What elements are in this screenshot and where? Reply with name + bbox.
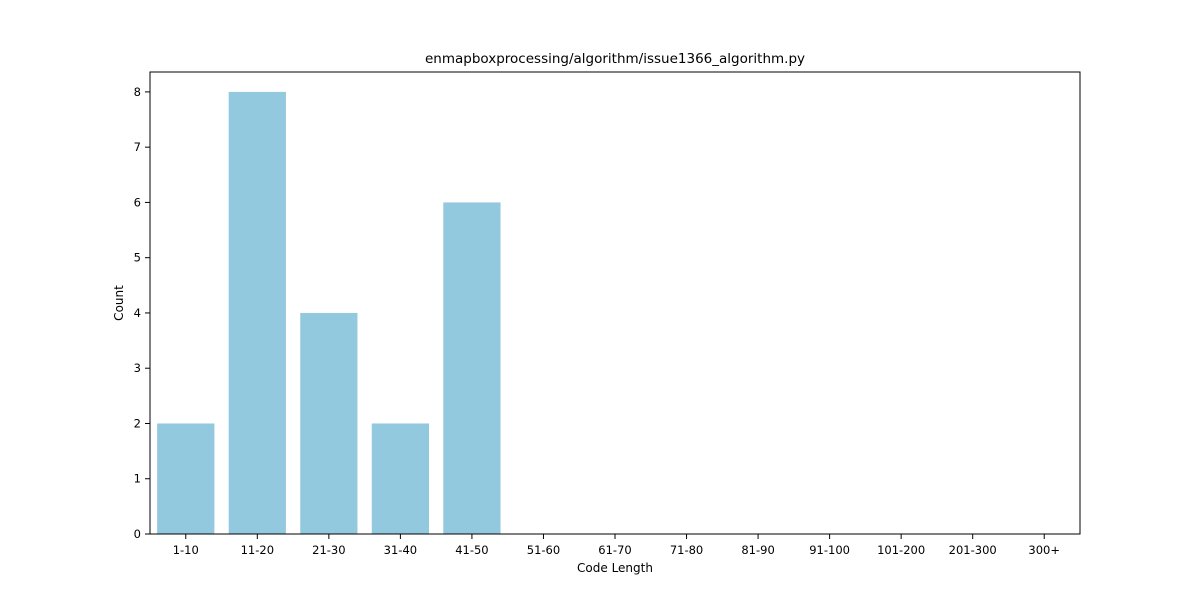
y-tick-label: 7 [134,140,141,154]
y-tick-label: 8 [134,85,141,99]
x-tick-label: 201-300 [949,543,997,557]
x-tick-label: 31-40 [384,543,417,557]
chart-title: enmapboxprocessing/algorithm/issue1366_a… [425,51,805,67]
y-tick-label: 1 [134,472,141,486]
x-tick-label: 101-200 [877,543,925,557]
y-axis-label: Count [112,285,126,321]
x-tick-label: 61-70 [598,543,631,557]
y-tick-label: 3 [134,361,141,375]
x-tick-label: 11-20 [241,543,274,557]
x-tick-label: 71-80 [670,543,703,557]
y-tick-label: 4 [134,306,141,320]
bar-1-10 [157,423,215,534]
bar-11-20 [228,91,286,534]
plot-frame [149,71,1081,535]
x-tick-label: 1-10 [173,543,199,557]
x-tick-label: 51-60 [527,543,560,557]
bar-31-40 [371,423,429,534]
x-tick-label: 41-50 [455,543,488,557]
x-axis: 1-10 11-20 21-30 31-40 41-50 51-60 61-70 71-80 8… [173,534,1060,557]
y-tick-label: 0 [134,527,141,541]
x-axis-label: Code Length [577,561,653,575]
x-tick-label: 81-90 [741,543,774,557]
x-tick-label: 300+ [1028,543,1060,557]
y-tick-label: 5 [134,251,141,265]
y-axis: 0 1 2 3 4 5 6 7 8 [134,85,150,541]
bar-41-50 [443,202,501,535]
bar-21-30 [300,312,358,534]
x-tick-label: 21-30 [312,543,345,557]
y-tick-label: 6 [134,195,141,209]
x-tick-label: 91-100 [809,543,850,557]
bars-group [157,91,501,535]
y-tick-label: 2 [134,416,141,430]
